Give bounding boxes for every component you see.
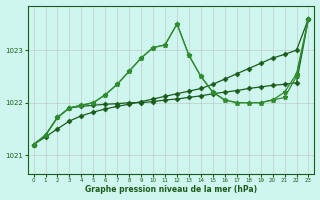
- X-axis label: Graphe pression niveau de la mer (hPa): Graphe pression niveau de la mer (hPa): [85, 185, 257, 194]
